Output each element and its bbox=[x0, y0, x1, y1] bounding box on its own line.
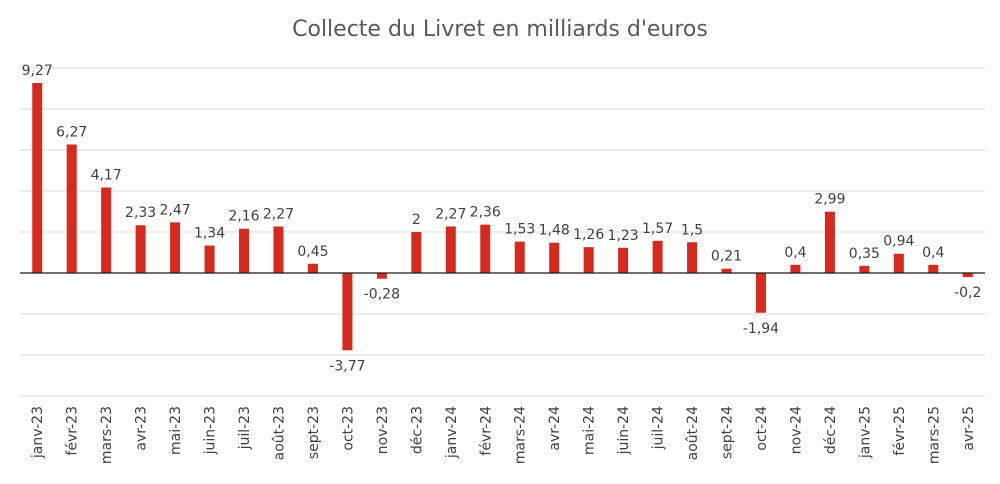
bar bbox=[790, 264, 801, 273]
x-tick-label: mars-25 bbox=[926, 406, 942, 464]
data-label: 2,33 bbox=[125, 205, 156, 221]
data-label: 1,57 bbox=[642, 221, 673, 237]
data-label: 1,53 bbox=[504, 222, 535, 238]
bar bbox=[445, 226, 456, 273]
gridlines bbox=[20, 67, 985, 397]
bar bbox=[273, 226, 284, 273]
data-label: 9,27 bbox=[22, 63, 53, 79]
bar bbox=[514, 241, 525, 273]
bar bbox=[859, 265, 870, 273]
data-label: 2,47 bbox=[160, 202, 191, 218]
x-tick-label: janv-24 bbox=[444, 406, 460, 459]
data-label: 0,35 bbox=[849, 246, 880, 262]
x-tick-labels: janv-23 févr-23 mars-23 avr-23 mai-23 juin-23… bbox=[30, 406, 977, 464]
x-tick-label: janv-25 bbox=[857, 406, 873, 459]
x-tick-label: août-23 bbox=[271, 406, 287, 460]
data-label: 2,16 bbox=[228, 209, 259, 225]
data-label: 2,27 bbox=[263, 206, 294, 222]
data-label: 1,23 bbox=[608, 228, 639, 244]
data-label: -0,28 bbox=[364, 287, 400, 303]
x-tick-label: avr-24 bbox=[547, 406, 563, 451]
x-tick-label: févr-25 bbox=[892, 406, 908, 456]
bar bbox=[928, 264, 939, 273]
x-tick-label: juin-23 bbox=[203, 406, 219, 455]
x-tick-label: nov-23 bbox=[375, 406, 391, 454]
data-label: 2,36 bbox=[470, 205, 501, 221]
bar bbox=[962, 273, 973, 278]
x-tick-label: mai-24 bbox=[582, 406, 598, 455]
x-tick-label: août-24 bbox=[685, 406, 701, 460]
data-label: 1,48 bbox=[539, 223, 570, 239]
bar bbox=[170, 222, 181, 273]
data-label: 2 bbox=[412, 212, 421, 228]
bar bbox=[480, 224, 491, 273]
bar bbox=[32, 82, 43, 273]
data-label: 0,45 bbox=[297, 244, 328, 260]
x-tick-label: avr-25 bbox=[961, 406, 977, 451]
bar bbox=[307, 263, 318, 273]
bar bbox=[755, 273, 766, 313]
data-label: 6,27 bbox=[56, 124, 87, 140]
data-label: 1,26 bbox=[573, 227, 604, 243]
x-tick-label: oct-23 bbox=[340, 406, 356, 451]
bar bbox=[204, 245, 215, 273]
data-labels: 9,276,274,172,33 2,471,342,16 2,270,45-3,7… bbox=[22, 63, 982, 374]
x-tick-label: avr-23 bbox=[134, 406, 150, 451]
x-tick-label: nov-24 bbox=[788, 406, 804, 454]
data-label: -1,94 bbox=[743, 321, 779, 337]
x-tick-label: févr-23 bbox=[65, 406, 81, 456]
bar bbox=[893, 253, 904, 273]
data-label: 1,5 bbox=[681, 222, 703, 238]
x-tick-label: oct-24 bbox=[754, 406, 770, 451]
bar bbox=[342, 273, 353, 351]
x-tick-label: mars-23 bbox=[99, 406, 115, 464]
x-tick-label: juil-24 bbox=[651, 406, 667, 451]
bar bbox=[618, 247, 629, 273]
bar bbox=[721, 268, 732, 273]
data-label: 0,21 bbox=[711, 249, 742, 265]
data-label: 2,99 bbox=[814, 192, 845, 208]
bar bbox=[239, 228, 250, 273]
data-label: -3,77 bbox=[329, 358, 365, 374]
bar bbox=[101, 187, 112, 273]
data-label: 0,4 bbox=[922, 245, 944, 261]
x-tick-label: mai-23 bbox=[168, 406, 184, 455]
x-tick-label: févr-24 bbox=[478, 406, 494, 456]
x-tick-label: juin-24 bbox=[616, 406, 632, 455]
data-label: 1,34 bbox=[194, 226, 225, 242]
bar bbox=[66, 144, 77, 273]
bar bbox=[824, 211, 835, 273]
data-label: 2,27 bbox=[435, 206, 466, 222]
x-tick-label: janv-23 bbox=[30, 406, 46, 459]
bars bbox=[32, 82, 973, 351]
x-tick-label: juil-23 bbox=[237, 406, 253, 450]
bar bbox=[135, 225, 146, 273]
data-label: -0,2 bbox=[954, 285, 981, 301]
x-tick-label: mars-24 bbox=[513, 406, 529, 464]
bar bbox=[652, 240, 663, 273]
data-label: 4,17 bbox=[91, 168, 122, 184]
data-label: 0,4 bbox=[784, 245, 806, 261]
data-label: 0,94 bbox=[883, 234, 914, 250]
x-tick-label: déc-23 bbox=[409, 406, 425, 454]
x-tick-label: sept-23 bbox=[306, 406, 322, 459]
bar bbox=[687, 242, 698, 273]
x-tick-label: déc-24 bbox=[823, 406, 839, 454]
bar bbox=[376, 273, 387, 279]
x-tick-label: sept-24 bbox=[720, 406, 736, 459]
bar bbox=[549, 242, 560, 273]
bar bbox=[583, 247, 594, 273]
chart-title: Collecte du Livret en milliards d'euros bbox=[292, 17, 708, 42]
bar bbox=[411, 232, 422, 273]
